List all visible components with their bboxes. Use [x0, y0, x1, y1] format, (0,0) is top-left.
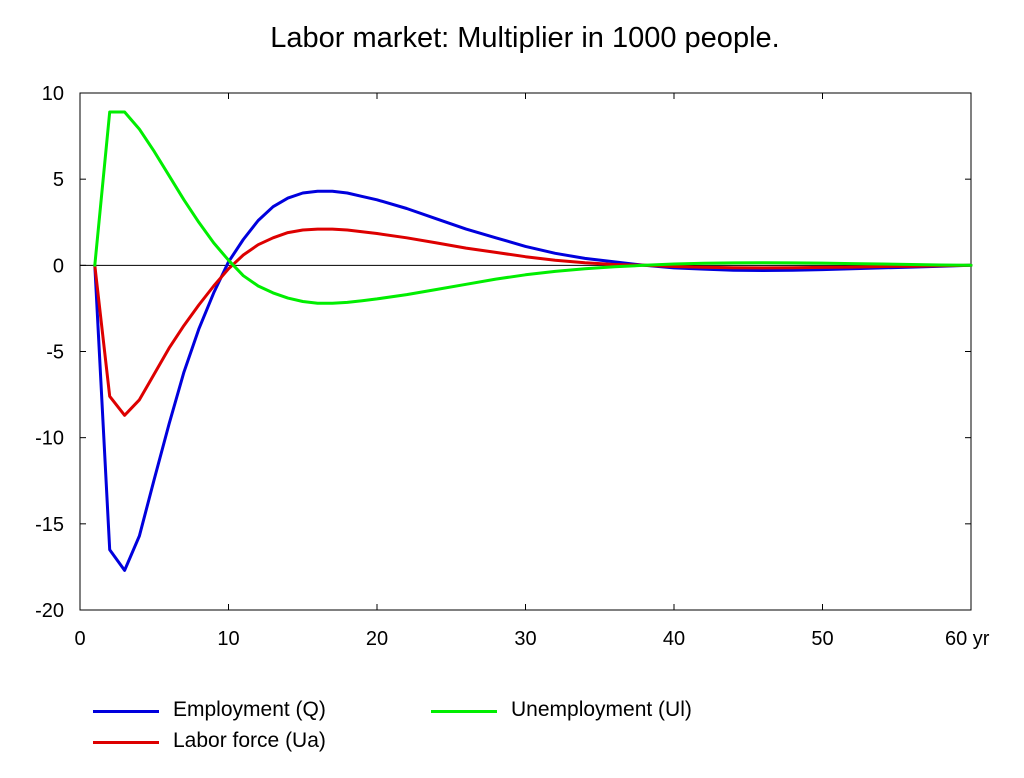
plot-frame — [79, 92, 972, 611]
y-tick-label: 5 — [53, 169, 64, 191]
x-tick-label: 20 — [366, 628, 388, 650]
legend-label-employment: Employment (Q) — [173, 698, 326, 721]
x-tick-label: 30 — [514, 628, 536, 650]
series-line-employment-q — [93, 189, 973, 572]
y-tick-label: 10 — [42, 83, 64, 105]
chart-title: Labor market: Multiplier in 1000 people. — [270, 22, 780, 54]
y-tick-label: -5 — [46, 342, 64, 364]
plot-border — [79, 92, 972, 611]
legend-swatch-labor-force — [93, 741, 159, 744]
legend-label-labor-force: Labor force (Ua) — [173, 729, 326, 752]
x-tick-label: 0 — [74, 628, 85, 650]
x-tick-label: 60 yr — [945, 628, 990, 650]
axis-ticks — [79, 92, 972, 611]
x-tick-label: 40 — [663, 628, 685, 650]
legend-swatch-unemployment — [431, 710, 497, 713]
y-tick-label: -10 — [35, 428, 64, 450]
series-line-unemployment-ul — [93, 110, 973, 305]
legend-label-unemployment: Unemployment (Ul) — [511, 698, 692, 721]
series-line-labor-force-ua — [93, 227, 973, 417]
legend-swatch-employment — [93, 710, 159, 713]
y-tick-label: -20 — [35, 600, 64, 622]
series-layer — [93, 110, 973, 572]
y-tick-label: -15 — [35, 514, 64, 536]
x-tick-label: 10 — [217, 628, 239, 650]
x-tick-label: 50 — [811, 628, 833, 650]
y-tick-label: 0 — [53, 255, 64, 277]
